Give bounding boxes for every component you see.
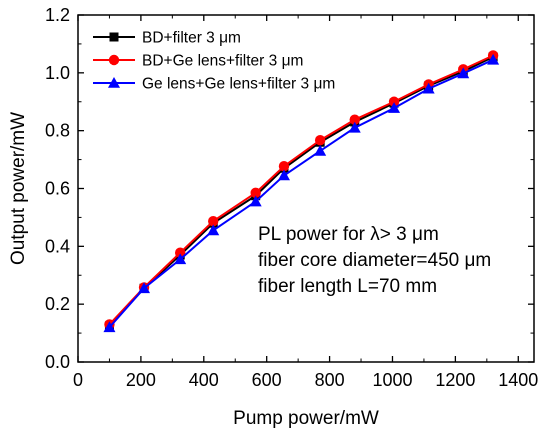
- legend-label: BD+Ge lens+filter 3 μm: [142, 53, 303, 70]
- series-3-point: [314, 144, 327, 156]
- series-3-point: [138, 282, 151, 294]
- x-axis-title: Pump power/mW: [233, 408, 379, 429]
- annotation-line: fiber core diameter=450 μm: [258, 250, 491, 271]
- series-group: [103, 50, 500, 333]
- annotation-line: PL power for λ> 3 μm: [258, 224, 439, 245]
- legend-marker: [108, 54, 120, 66]
- legend-label: BD+filter 3 μm: [142, 30, 241, 47]
- series-3-point: [174, 253, 187, 265]
- series-3-point: [487, 53, 500, 65]
- series-3-point: [103, 321, 116, 333]
- legend-label: Ge lens+Ge lens+filter 3 μm: [142, 76, 335, 93]
- series-3-point: [249, 195, 262, 207]
- x-tick-label: 1200: [435, 370, 475, 390]
- series-2-point: [208, 215, 219, 227]
- x-tick-label: 1400: [498, 370, 538, 390]
- y-tick-label: 0.2: [45, 294, 70, 314]
- series-2-point: [175, 247, 186, 258]
- y-axis-title: Output power/mW: [8, 112, 29, 265]
- y-tick-label: 1.2: [45, 5, 70, 25]
- legend-marker: [109, 32, 119, 42]
- x-tick-label: 600: [252, 370, 282, 390]
- y-tick-label: 0.4: [45, 236, 70, 256]
- y-tick-label: 0.8: [45, 121, 70, 141]
- series-3-point: [207, 224, 220, 236]
- x-tick-label: 200: [126, 370, 156, 390]
- legend-marker: [108, 77, 120, 88]
- x-tick-label: 800: [315, 370, 345, 390]
- series-2-point: [388, 96, 400, 107]
- series-2-point: [349, 114, 360, 125]
- series-3-point: [388, 102, 401, 113]
- series-3-point: [277, 169, 290, 181]
- annotation-line: fiber length L=70 mm: [258, 276, 437, 297]
- series-1-line: [108, 56, 494, 327]
- legend: BD+filter 3 μm BD+Ge lens+filter 3 μm Ge l…: [93, 30, 335, 93]
- series-2: [104, 50, 499, 330]
- x-tick-label: 0: [73, 370, 83, 390]
- axis-ticks: 0 200 400 600 800 1000 1200 1400 0.0 0.2 0.4 0.6 0.8…: [45, 5, 538, 390]
- series-3-line: [108, 58, 494, 328]
- annotation-block: PL power for λ> 3 μm fiber core diameter=…: [258, 224, 491, 297]
- series-3-point: [348, 121, 361, 133]
- y-tick-label: 0.6: [45, 179, 70, 199]
- series-2-point: [314, 135, 326, 146]
- series-3: [103, 53, 500, 333]
- y-tick-label: 1.0: [45, 63, 70, 83]
- x-tick-label: 1000: [372, 370, 412, 390]
- series-3-point: [422, 82, 435, 94]
- series-2-point: [278, 161, 290, 172]
- y-tick-label: 0.0: [45, 352, 70, 372]
- series-2-point: [250, 187, 261, 199]
- series-2-line: [108, 54, 494, 326]
- series-3-point: [457, 67, 470, 79]
- x-tick-label: 400: [189, 370, 219, 390]
